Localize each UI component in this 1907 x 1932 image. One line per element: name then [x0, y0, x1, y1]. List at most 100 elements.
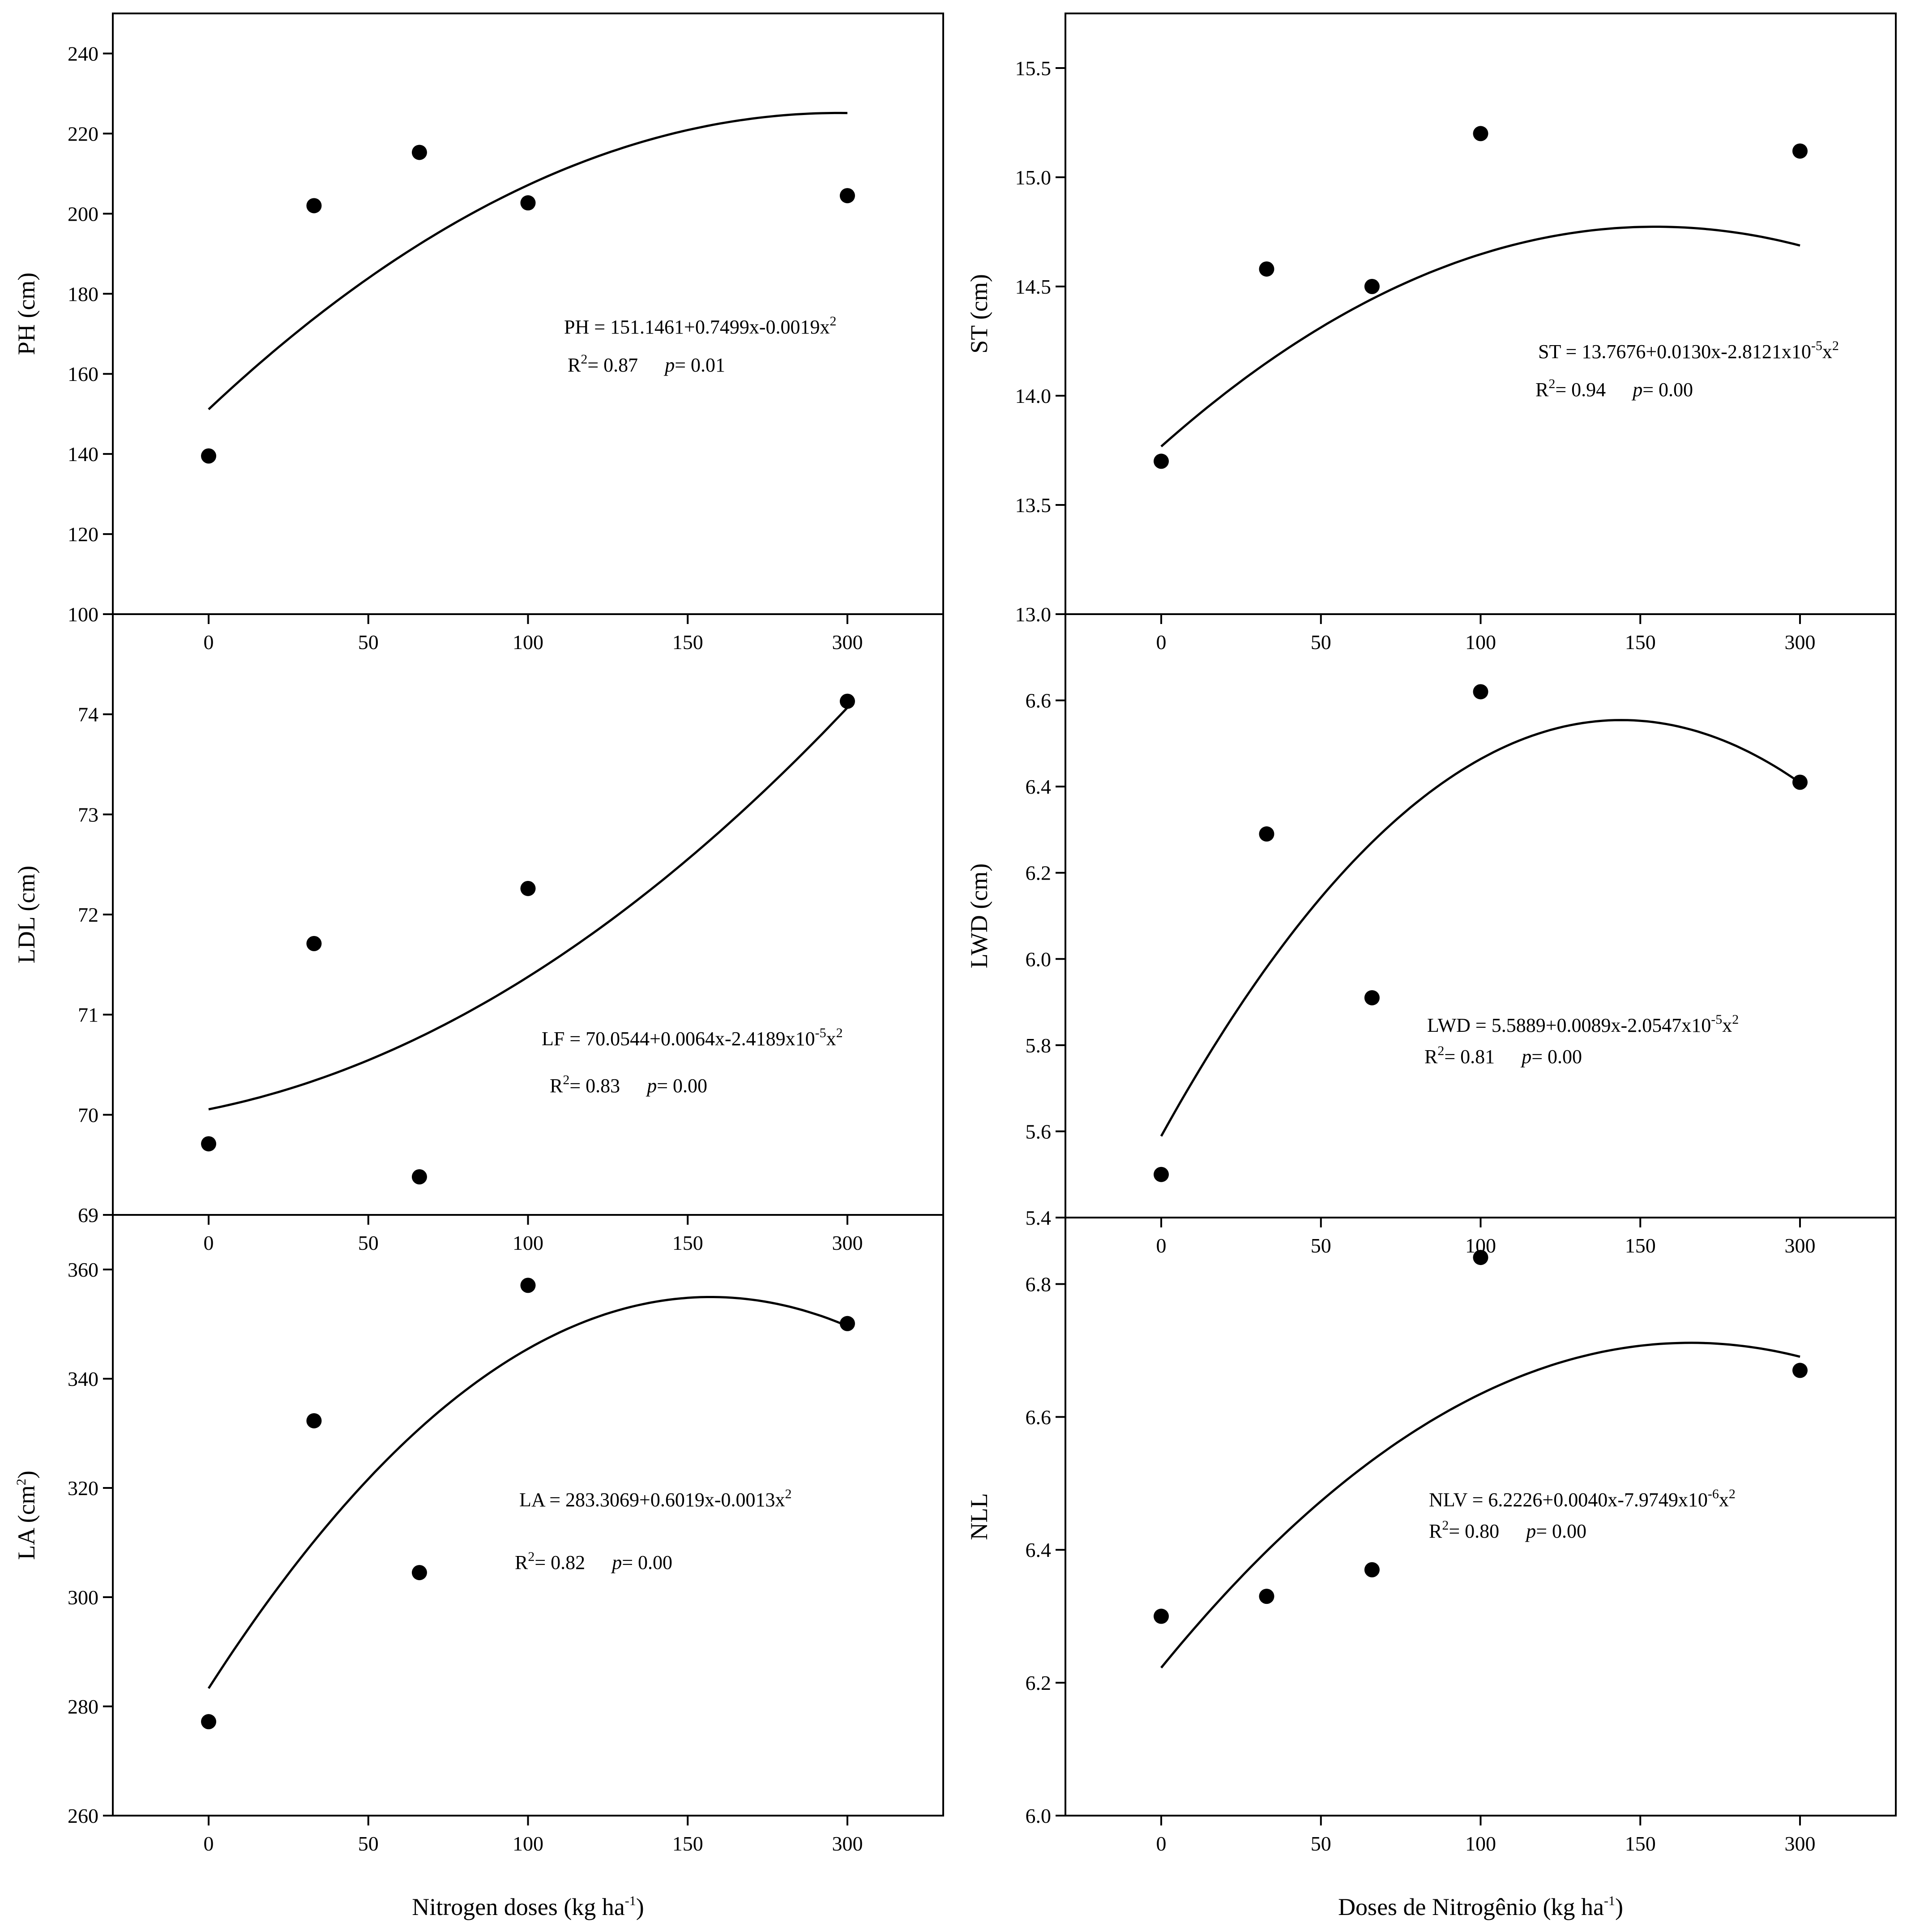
y-tick-label: 360 — [68, 1258, 98, 1281]
text-part: PH = 151.1461+0.7499x-0.0019x — [564, 316, 830, 338]
regression-stats: R2= 0.80 p= 0.00 — [1429, 1518, 1586, 1542]
x-tick-label: 300 — [1784, 631, 1815, 654]
text-part: = 0.80 — [1449, 1520, 1499, 1542]
data-point — [1364, 279, 1380, 294]
data-point — [1364, 1562, 1380, 1577]
x-tick-label: 50 — [1311, 631, 1331, 654]
text-part: = 0.00 — [1531, 1046, 1582, 1068]
y-tick-label: 6.0 — [1026, 1804, 1052, 1827]
y-axis-label: LWD (cm) — [966, 863, 992, 968]
x-tick-label: 50 — [1311, 1234, 1331, 1257]
x-tick-label: 150 — [1625, 1234, 1656, 1257]
text-part: 2 — [581, 352, 587, 367]
regression-stats: R2= 0.81 p= 0.00 — [1424, 1043, 1582, 1068]
data-point — [1259, 261, 1274, 277]
y-tick-label: 180 — [68, 282, 98, 305]
data-point — [839, 1316, 855, 1331]
x-tick-label: 150 — [672, 631, 703, 654]
panel-st: 13.0 13.5 14.0 14.5 15.0 15.5 0 50 100 150 300 ST (… — [966, 13, 1897, 654]
y-tick-label: 6.0 — [1026, 948, 1052, 970]
text-part: R — [515, 1552, 528, 1573]
data-point — [201, 448, 217, 464]
data-point — [1792, 1363, 1808, 1378]
text-part: ) — [1615, 1894, 1623, 1920]
y-axis-label: LA (cm2) — [13, 1470, 40, 1560]
x-tick-label: 150 — [672, 1832, 703, 1855]
x-tick-label: 0 — [1156, 1234, 1167, 1257]
data-point — [1259, 826, 1274, 842]
plot-frame — [1065, 1217, 1897, 1817]
x-axis-label: Nitrogen doses (kg ha-1) — [412, 1894, 644, 1920]
x-tick-label: 300 — [832, 1832, 863, 1855]
text-part: Doses de Nitrogênio (kg ha — [1338, 1894, 1604, 1920]
y-tick-label: 6.4 — [1026, 775, 1052, 798]
plot-frame — [112, 1214, 944, 1817]
text-part: = 0.00 — [1642, 379, 1693, 401]
data-point — [1259, 1589, 1274, 1604]
regression-stats: R2= 0.83 p= 0.00 — [550, 1073, 707, 1097]
y-tick-label: 5.4 — [1026, 1206, 1052, 1229]
x-tick-label: 300 — [832, 1231, 863, 1254]
y-tick-label: 13.0 — [1015, 603, 1052, 626]
text-part: 2 — [1832, 338, 1839, 353]
data-point — [1473, 684, 1488, 700]
data-point — [1154, 453, 1169, 469]
regression-equation: PH = 151.1461+0.7499x-0.0019x2 — [564, 314, 837, 338]
regression-stats: R2= 0.82 p= 0.00 — [515, 1549, 672, 1573]
data-point — [1792, 774, 1808, 790]
text-part: R — [1424, 1046, 1438, 1068]
y-tick-label: 72 — [78, 903, 98, 926]
text-part: = 0.00 — [622, 1552, 672, 1573]
fit-curve — [1160, 226, 1800, 448]
plot-frame — [1065, 613, 1897, 1218]
data-point — [411, 1565, 427, 1581]
y-tick-label: 14.0 — [1015, 385, 1052, 407]
text-part: -1 — [1604, 1894, 1615, 1908]
text-part: NLV = 6.2226+0.0040x-7.9749x10 — [1429, 1489, 1708, 1511]
y-tick-label: 240 — [68, 42, 98, 65]
y-axis-label: ST (cm) — [966, 274, 992, 353]
y-tick-label: 140 — [68, 443, 98, 466]
regression-stats: R2= 0.87 p= 0.01 — [568, 352, 725, 376]
x-tick-label: 50 — [358, 1832, 379, 1855]
y-tick-label: 200 — [68, 202, 98, 225]
y-tick-label: 13.5 — [1015, 494, 1052, 517]
panel-ldl: 69 70 71 72 73 74 0 50 100 150 300 LDL (cm) LF = 70.… — [13, 613, 944, 1254]
x-tick-label: 50 — [1311, 1832, 1331, 1855]
x-tick-label: 0 — [204, 1832, 214, 1855]
x-tick-label: 150 — [1625, 1832, 1656, 1855]
x-tick-label: 150 — [1625, 631, 1656, 654]
text-part: -5 — [1711, 1012, 1722, 1027]
text-part: LWD (cm) — [966, 863, 992, 968]
y-tick-label: 73 — [78, 803, 98, 826]
y-tick-label: 70 — [78, 1103, 98, 1126]
regression-stats: R2= 0.94 p= 0.00 — [1535, 376, 1693, 401]
text-part: LWD = 5.5889+0.0089x-2.0547x10 — [1427, 1014, 1711, 1036]
text-part: R — [1429, 1520, 1442, 1542]
y-tick-label: 15.5 — [1015, 57, 1052, 80]
x-tick-label: 100 — [1465, 631, 1496, 654]
data-point — [1154, 1167, 1169, 1182]
data-point — [520, 881, 536, 896]
text-part: R — [550, 1075, 563, 1097]
x-tick-label: 0 — [1156, 1832, 1167, 1855]
x-tick-label: 50 — [358, 631, 379, 654]
x-tick-label: 100 — [1465, 1832, 1496, 1855]
panel-nll: 6.0 6.2 6.4 6.6 6.8 0 50 100 150 300 NLL Doses de N… — [966, 1217, 1897, 1920]
text-part: LDL (cm) — [13, 866, 40, 963]
fit-curve — [1160, 1342, 1800, 1669]
data-point — [520, 1278, 536, 1293]
regression-equation: LA = 283.3069+0.6019x-0.0013x2 — [519, 1487, 792, 1511]
y-axis-label: PH (cm) — [13, 273, 40, 355]
y-axis-label: LDL (cm) — [13, 866, 40, 963]
regression-equation: LWD = 5.5889+0.0089x-2.0547x10-5x2 — [1427, 1012, 1739, 1036]
data-point — [1364, 990, 1380, 1005]
text-part: x — [826, 1028, 836, 1050]
data-point — [306, 1413, 322, 1428]
text-part: x — [1822, 341, 1832, 363]
p-label: p — [646, 1075, 657, 1097]
text-part: LF = 70.0544+0.0064x-2.4189x10 — [542, 1028, 815, 1050]
y-tick-label: 5.8 — [1026, 1034, 1052, 1057]
data-point — [411, 1169, 427, 1185]
